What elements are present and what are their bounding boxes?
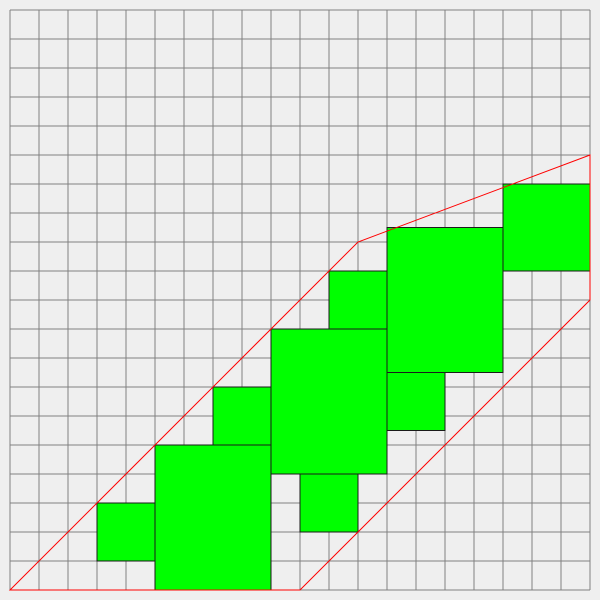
square-tile[interactable] xyxy=(270,328,388,475)
target-outline xyxy=(8,154,591,591)
square-tile[interactable] xyxy=(96,502,156,562)
square-tile[interactable] xyxy=(328,270,388,330)
square-tile[interactable] xyxy=(502,183,591,272)
tiles[interactable] xyxy=(96,183,591,591)
square-tile[interactable] xyxy=(299,473,359,533)
square-tile[interactable] xyxy=(386,227,504,373)
square-tile[interactable] xyxy=(386,372,446,431)
square-tile[interactable] xyxy=(154,444,272,591)
square-tile[interactable] xyxy=(212,386,272,446)
